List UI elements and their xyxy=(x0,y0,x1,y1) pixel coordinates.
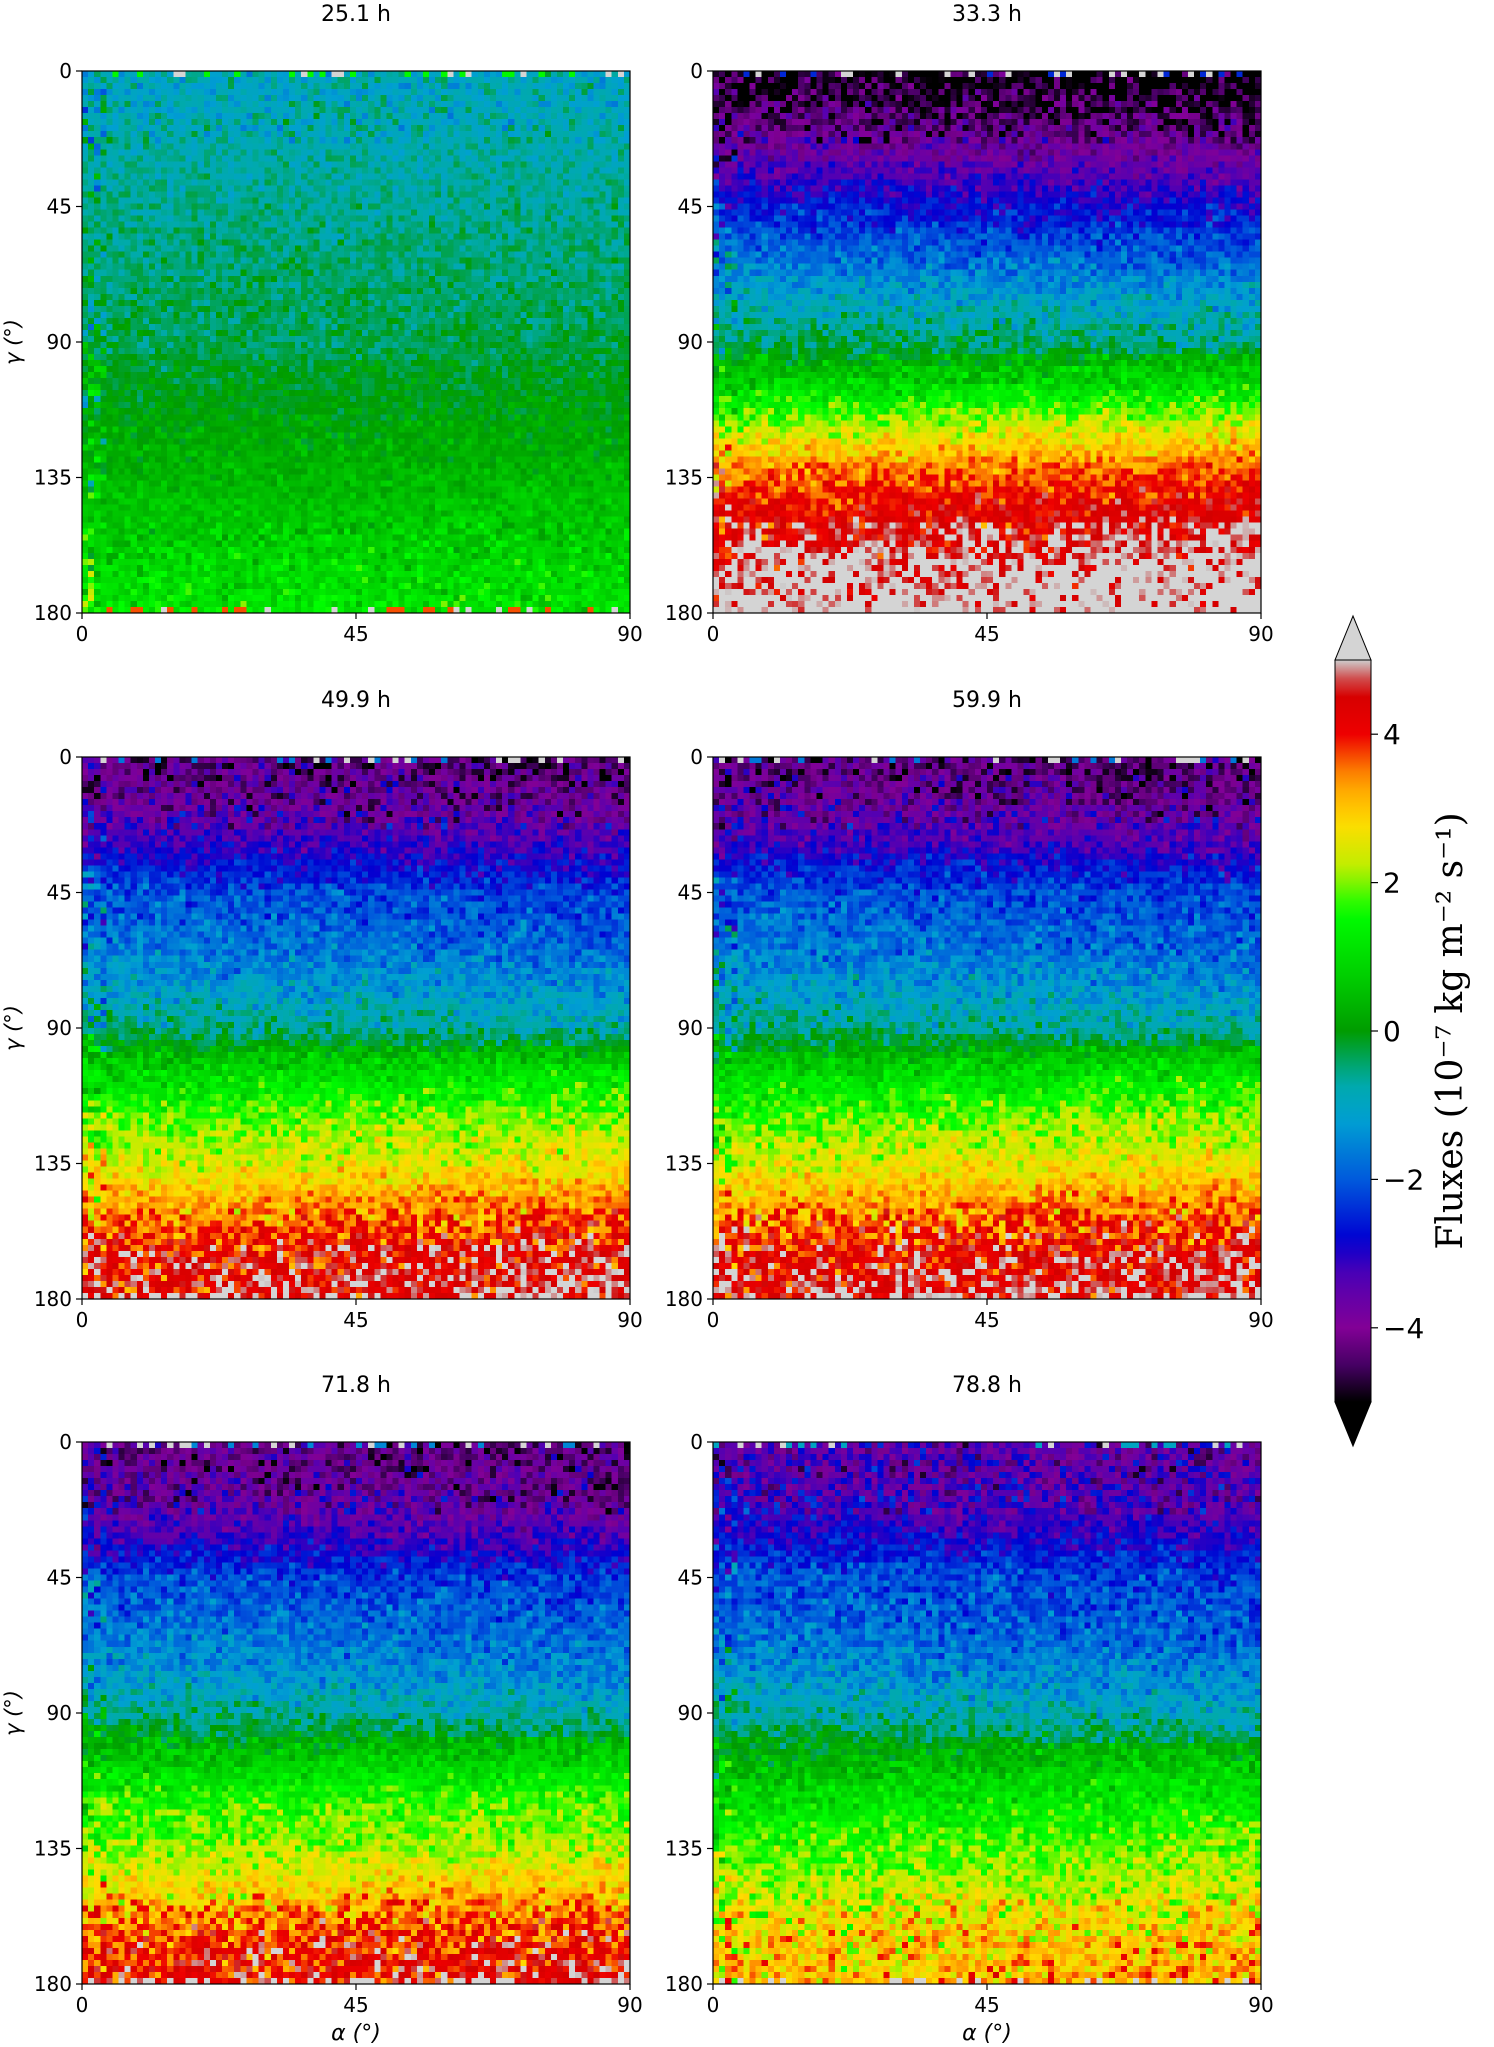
y-tick-label: 135 xyxy=(665,1837,703,1861)
x-tick-label: 45 xyxy=(343,622,368,646)
heatmap-cells xyxy=(713,757,1262,1300)
y-tick-label: 0 xyxy=(690,745,703,769)
x-tick-label: 0 xyxy=(707,1993,720,2017)
y-tick-label: 0 xyxy=(690,59,703,83)
panel-title: 78.8 h xyxy=(952,1373,1022,1398)
heatmap-cells xyxy=(82,1442,631,1985)
y-tick-label: 90 xyxy=(678,1016,703,1040)
x-tick-label: 90 xyxy=(1248,622,1273,646)
y-tick-label: 180 xyxy=(665,1972,703,1996)
x-tick-label: 0 xyxy=(76,622,89,646)
x-tick-label: 0 xyxy=(707,622,720,646)
y-axis-label: γ (°) xyxy=(1,1005,25,1051)
x-axis-label: α (°) xyxy=(962,2021,1012,2046)
y-tick-label: 180 xyxy=(34,1287,72,1311)
panel-title: 59.9 h xyxy=(952,688,1022,713)
y-tick-label: 0 xyxy=(59,59,72,83)
y-tick-label: 45 xyxy=(47,195,72,219)
colorbar-tick-label: 0 xyxy=(1383,1015,1401,1048)
y-tick-label: 135 xyxy=(665,1152,703,1176)
panel-title: 49.9 h xyxy=(321,688,391,713)
y-tick-label: 180 xyxy=(34,601,72,625)
y-tick-label: 180 xyxy=(34,1972,72,1996)
y-tick-label: 45 xyxy=(678,881,703,905)
y-tick-label: 90 xyxy=(678,1701,703,1725)
y-tick-label: 45 xyxy=(47,1566,72,1590)
y-tick-label: 180 xyxy=(665,601,703,625)
x-tick-label: 90 xyxy=(617,1308,642,1332)
y-tick-label: 135 xyxy=(34,466,72,490)
colorbar-label: Fluxes (10⁻⁷ kg m⁻² s⁻¹) xyxy=(1430,812,1471,1249)
heatmap-cells xyxy=(713,71,1262,614)
panel-title: 33.3 h xyxy=(952,2,1022,27)
y-tick-label: 45 xyxy=(47,881,72,905)
y-tick-label: 135 xyxy=(34,1837,72,1861)
x-tick-label: 45 xyxy=(974,1993,999,2017)
heatmap-cells xyxy=(82,71,631,614)
colorbar-over-triangle xyxy=(1335,616,1371,660)
y-tick-label: 90 xyxy=(47,330,72,354)
x-axis-label: α (°) xyxy=(331,2021,381,2046)
panel-title: 25.1 h xyxy=(321,2,391,27)
y-axis-label: γ (°) xyxy=(1,319,25,365)
panel-title: 71.8 h xyxy=(321,1373,391,1398)
y-tick-label: 90 xyxy=(47,1016,72,1040)
x-tick-label: 0 xyxy=(76,1308,89,1332)
y-tick-label: 0 xyxy=(690,1430,703,1454)
heatmap-cells xyxy=(82,757,631,1300)
colorbar-tick-label: −2 xyxy=(1383,1163,1424,1196)
x-tick-label: 0 xyxy=(76,1993,89,2017)
x-tick-label: 90 xyxy=(1248,1993,1273,2017)
y-tick-label: 180 xyxy=(665,1287,703,1311)
x-tick-label: 45 xyxy=(974,1308,999,1332)
x-tick-label: 90 xyxy=(617,1993,642,2017)
y-axis-label: γ (°) xyxy=(1,1690,25,1736)
colorbar-tick-label: 4 xyxy=(1383,718,1401,751)
colorbar-under-triangle xyxy=(1335,1402,1371,1446)
x-tick-label: 45 xyxy=(974,622,999,646)
colorbar-gradient xyxy=(1335,660,1371,1402)
x-tick-label: 0 xyxy=(707,1308,720,1332)
y-tick-label: 90 xyxy=(47,1701,72,1725)
y-tick-label: 0 xyxy=(59,745,72,769)
y-tick-label: 90 xyxy=(678,330,703,354)
colorbar-tick-label: 2 xyxy=(1383,867,1401,900)
x-tick-label: 45 xyxy=(343,1993,368,2017)
colorbar-tick-label: −4 xyxy=(1383,1312,1424,1345)
y-tick-label: 135 xyxy=(665,466,703,490)
y-tick-label: 0 xyxy=(59,1430,72,1454)
x-tick-label: 45 xyxy=(343,1308,368,1332)
y-tick-label: 45 xyxy=(678,195,703,219)
y-tick-label: 45 xyxy=(678,1566,703,1590)
y-tick-label: 135 xyxy=(34,1152,72,1176)
heatmap-cells xyxy=(713,1442,1262,1985)
x-tick-label: 90 xyxy=(617,622,642,646)
colorbar: 4 2 0 −2 −4 Fluxes (10⁻⁷ kg m⁻² s⁻¹) xyxy=(1335,616,1471,1446)
x-tick-label: 90 xyxy=(1248,1308,1273,1332)
